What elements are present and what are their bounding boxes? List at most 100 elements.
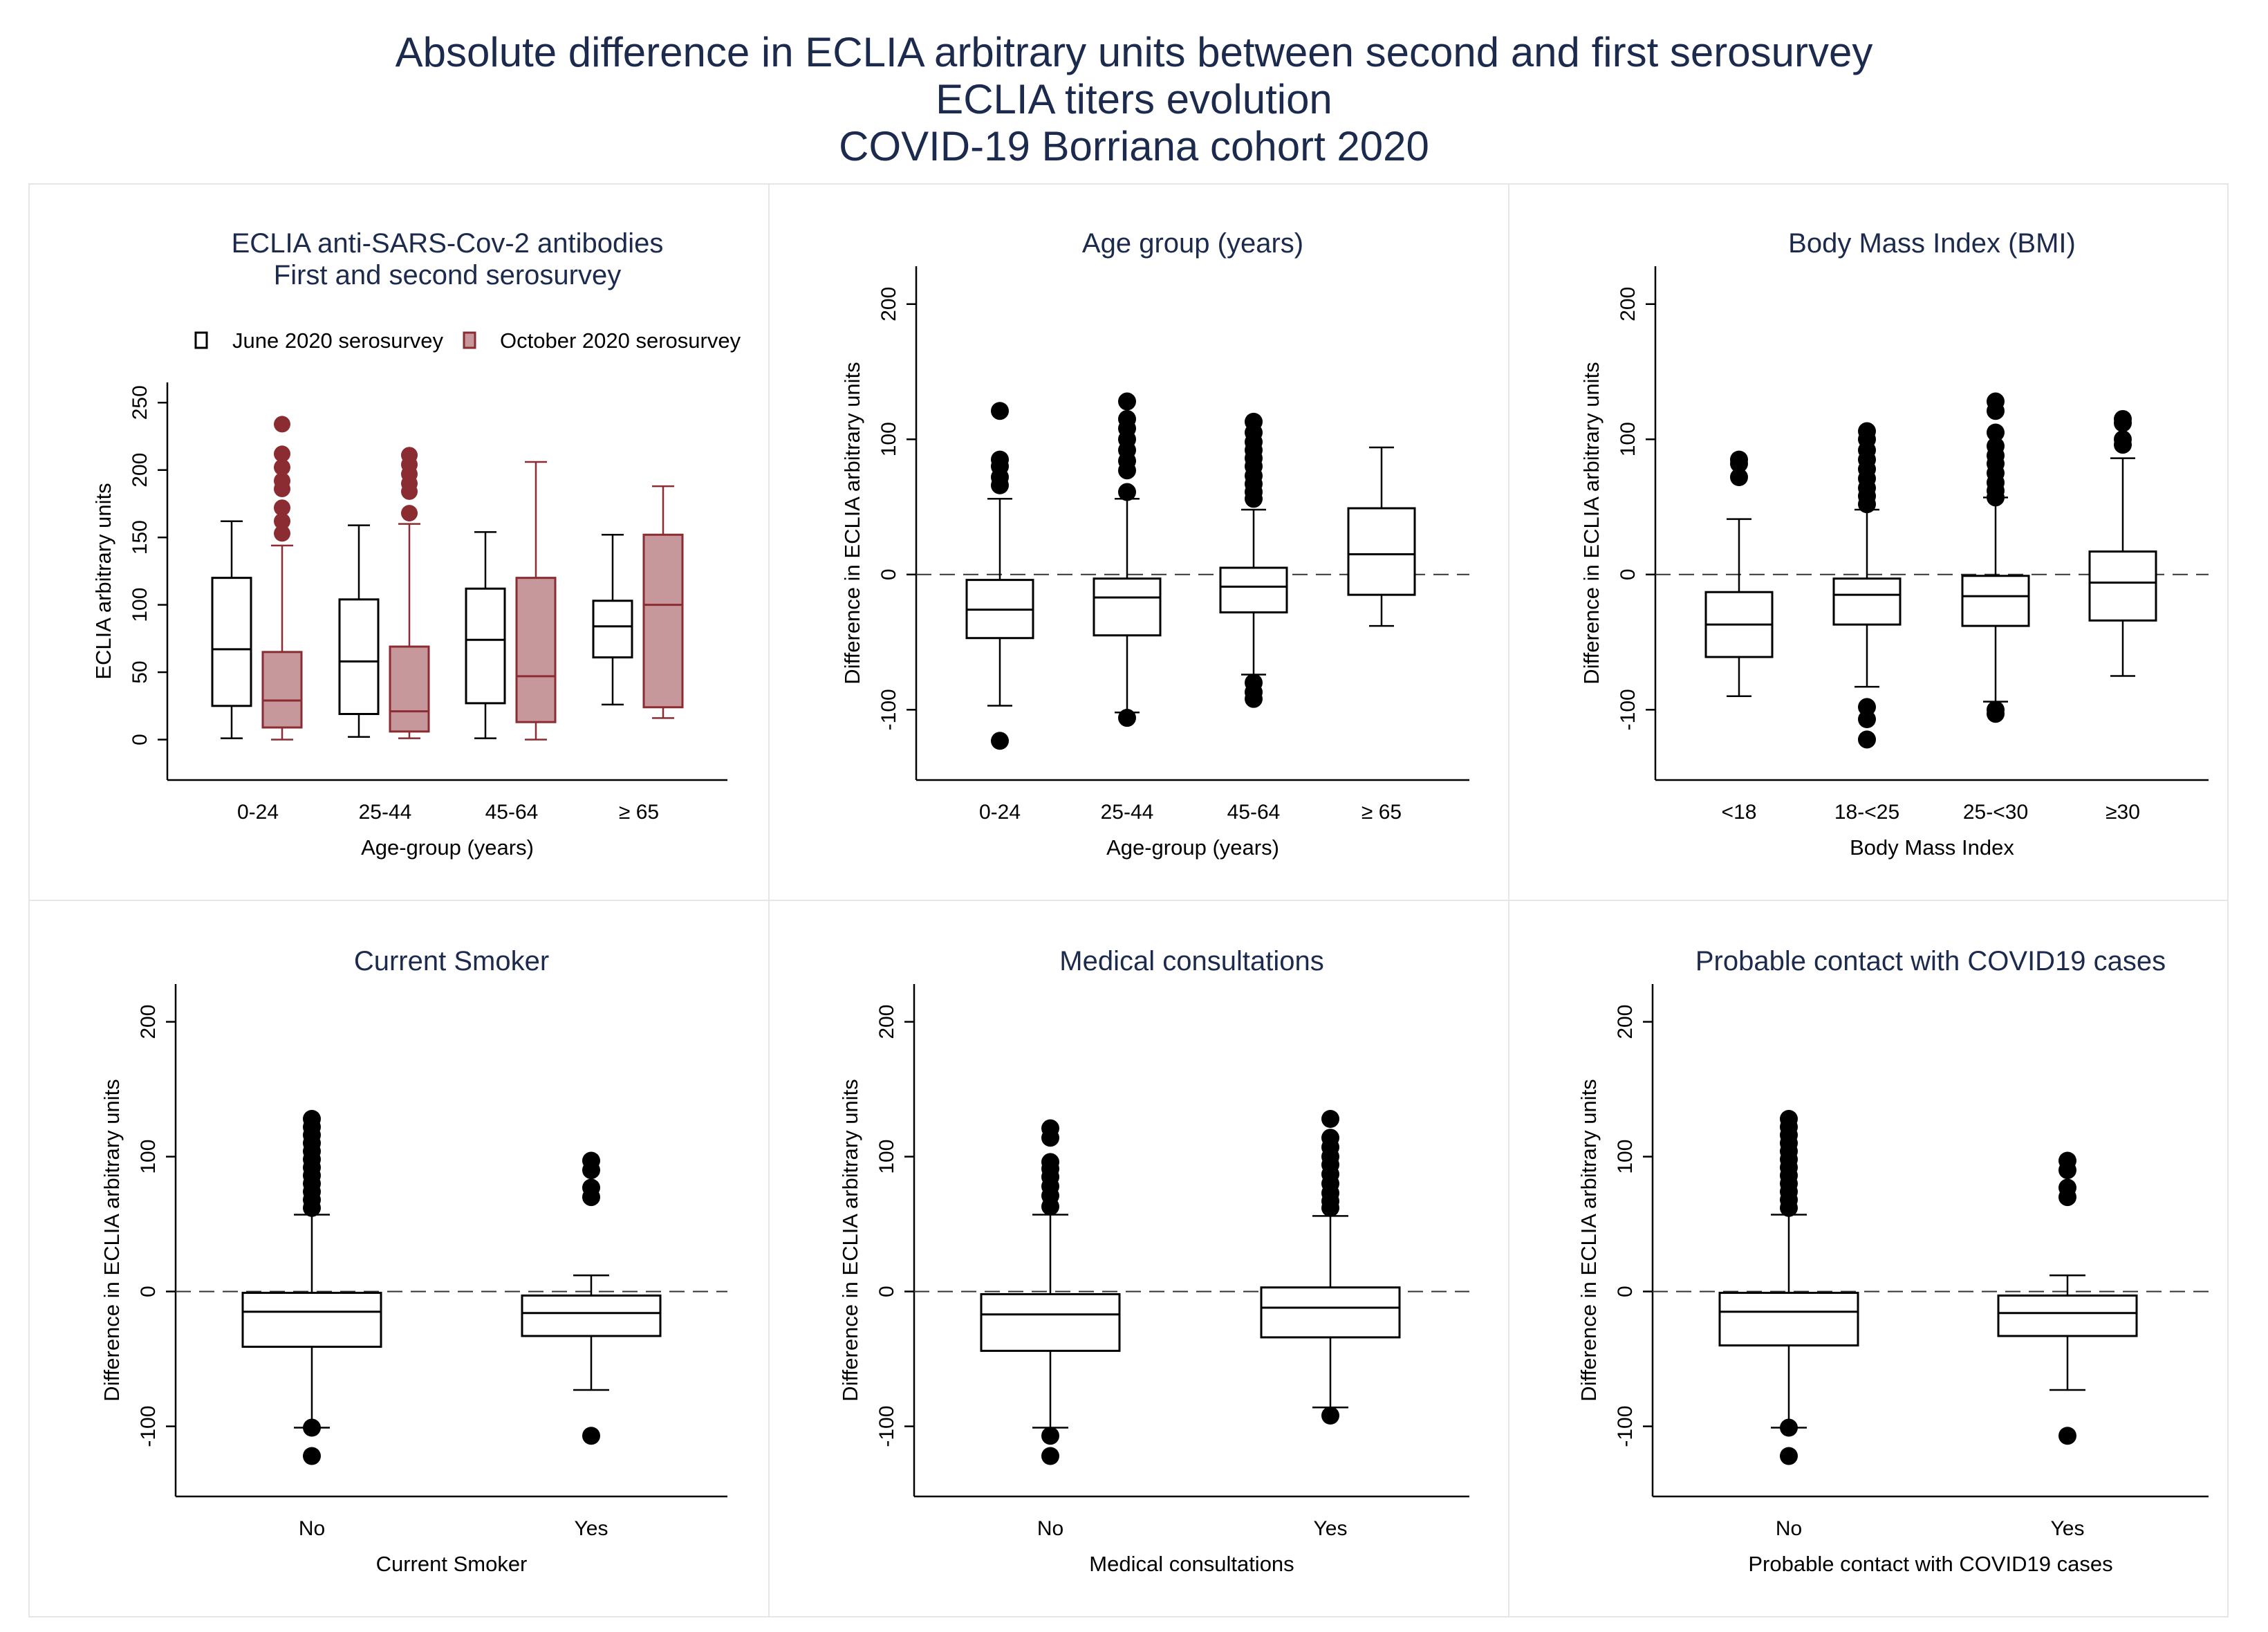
outlier-point <box>1321 1198 1339 1217</box>
box-18 <box>1704 450 1774 698</box>
box-iqr <box>1961 575 2030 627</box>
outlier-point <box>1041 1197 1059 1216</box>
outlier-point <box>1118 709 1136 727</box>
panel-title-line-2: First and second serosurvey <box>274 260 621 290</box>
y-tick-label: -100 <box>1614 1406 1637 1447</box>
x-tick-label: No <box>1037 1517 1063 1540</box>
x-tick-label: ≥ 65 <box>1361 801 1402 824</box>
outlier-point <box>1858 495 1876 514</box>
y-tick-label: 100 <box>129 588 151 622</box>
panel-title-line-1: Current Smoker <box>354 946 549 976</box>
y-tick-label: 100 <box>1617 422 1639 456</box>
y-tick-label: 0 <box>129 734 151 745</box>
x-axis-label: Age-group (years) <box>361 835 534 860</box>
y-tick-label: -100 <box>137 1406 160 1447</box>
x-tick-label: 45-64 <box>485 801 539 824</box>
box-iqr <box>642 533 684 709</box>
outlier-point <box>2114 414 2132 432</box>
x-tick-label: 25-44 <box>359 801 412 824</box>
x-tick-label: 18-<25 <box>1834 801 1899 824</box>
box-june-2544 <box>338 524 380 738</box>
y-tick-label: 200 <box>129 453 151 488</box>
panel-border <box>1508 900 2229 1617</box>
y-axis-label: Difference in ECLIA arbitrary units <box>1579 362 1604 684</box>
y-tick-label: 100 <box>137 1140 160 1174</box>
x-tick-label: 25-44 <box>1101 801 1154 824</box>
outlier-point <box>1321 1110 1339 1128</box>
box-2530 <box>1961 392 2030 723</box>
outlier-point <box>1118 461 1136 480</box>
box-2544 <box>1093 392 1162 727</box>
outlier-point <box>582 1188 600 1207</box>
outlier-point <box>1780 1418 1798 1437</box>
box-october-2544 <box>389 447 430 739</box>
outlier-point <box>274 525 290 542</box>
outlier-point <box>303 1447 321 1465</box>
outlier-point <box>2058 1188 2076 1207</box>
outlier-point <box>582 1427 600 1445</box>
outlier-point <box>274 445 290 463</box>
box-iqr <box>1718 1292 1859 1347</box>
outlier-point <box>1780 1198 1798 1217</box>
x-tick-label: ≥30 <box>2106 801 2140 824</box>
box-iqr <box>521 1294 662 1337</box>
outlier-point <box>274 480 290 497</box>
box-june-65 <box>592 534 633 706</box>
x-axis-label: Medical consultations <box>1089 1552 1294 1576</box>
box-june-024 <box>211 520 252 739</box>
y-tick-label: 0 <box>877 568 900 580</box>
y-axis-label: Difference in ECLIA arbitrary units <box>1577 1079 1601 1401</box>
y-tick-label: 0 <box>875 1286 898 1297</box>
panel-title-line-1: Probable contact with COVID19 cases <box>1695 946 2166 976</box>
panel-title-line-1: Age group (years) <box>1082 228 1303 259</box>
box-No <box>980 1119 1121 1465</box>
y-tick-label: 0 <box>1617 568 1639 580</box>
y-axis-label: Difference in ECLIA arbitrary units <box>838 1079 862 1401</box>
legend-swatch-october <box>463 331 476 349</box>
y-tick-label: 200 <box>877 287 900 322</box>
box-No <box>1718 1110 1859 1465</box>
outlier-point <box>1118 483 1136 501</box>
x-axis-label: Age-group (years) <box>1106 835 1279 860</box>
box-30 <box>2088 409 2157 677</box>
panel-2: Age group (years) -100 0 100 200 Difference i… <box>768 183 1509 901</box>
outlier-point <box>1245 490 1263 508</box>
box-iqr <box>465 587 506 705</box>
x-axis-label: Probable contact with COVID19 cases <box>1748 1552 2112 1576</box>
x-tick-label: Yes <box>2051 1517 2085 1540</box>
box-october-024 <box>261 416 303 741</box>
x-axis-label: Body Mass Index <box>1850 835 2014 860</box>
x-tick-label: 0-24 <box>979 801 1021 824</box>
outlier-point <box>401 483 418 500</box>
outlier-point <box>274 499 290 517</box>
box-iqr <box>515 577 557 723</box>
outlier-point <box>1987 402 2005 420</box>
y-tick-label: 50 <box>129 660 151 683</box>
box-iqr <box>1347 507 1416 596</box>
outlier-point <box>1041 1129 1059 1147</box>
box-iqr <box>338 598 380 715</box>
legend-swatch-june <box>194 331 208 349</box>
panel-title-line-1: ECLIA anti-SARS-Cov-2 antibodies <box>232 228 664 259</box>
figure-title-line-1: Absolute difference in ECLIA arbitrary u… <box>396 29 1873 75</box>
panel-4: Current Smoker -100 0 100 200 Difference in E… <box>28 900 770 1617</box>
y-axis-label: ECLIA arbitrary units <box>91 483 115 679</box>
outlier-point <box>274 512 290 530</box>
box-iqr <box>1832 577 1902 626</box>
outlier-point <box>274 458 290 476</box>
box-iqr <box>1997 1294 2138 1337</box>
outlier-point <box>2058 1161 2076 1180</box>
x-tick-label: No <box>1776 1517 1802 1540</box>
outlier-point <box>1118 392 1136 411</box>
box-65 <box>1347 446 1416 627</box>
outlier-point <box>991 732 1009 750</box>
outlier-point <box>2114 436 2132 454</box>
box-iqr <box>980 1293 1121 1352</box>
y-tick-label: -100 <box>1617 689 1639 730</box>
outlier-point <box>1987 705 2005 723</box>
box-Yes <box>1260 1110 1401 1425</box>
outlier-point <box>1987 488 2005 507</box>
box-4564 <box>1219 412 1288 708</box>
box-No <box>241 1110 382 1465</box>
